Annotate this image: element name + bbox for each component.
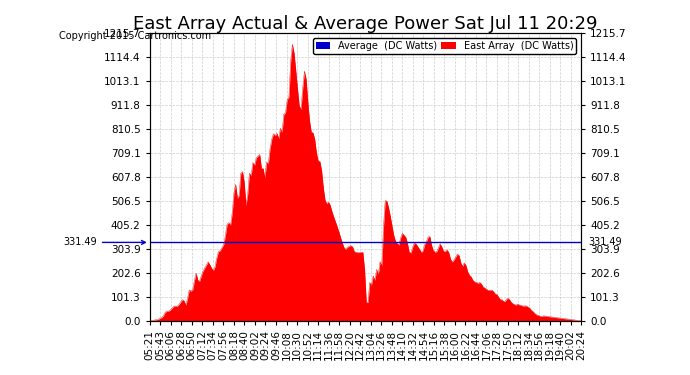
Legend: Average  (DC Watts), East Array  (DC Watts): Average (DC Watts), East Array (DC Watts…	[313, 38, 576, 54]
Text: 331.49: 331.49	[588, 237, 622, 248]
Title: East Array Actual & Average Power Sat Jul 11 20:29: East Array Actual & Average Power Sat Ju…	[133, 15, 598, 33]
Text: 331.49: 331.49	[63, 237, 146, 248]
Text: Copyright 2015 Cartronics.com: Copyright 2015 Cartronics.com	[59, 32, 210, 41]
